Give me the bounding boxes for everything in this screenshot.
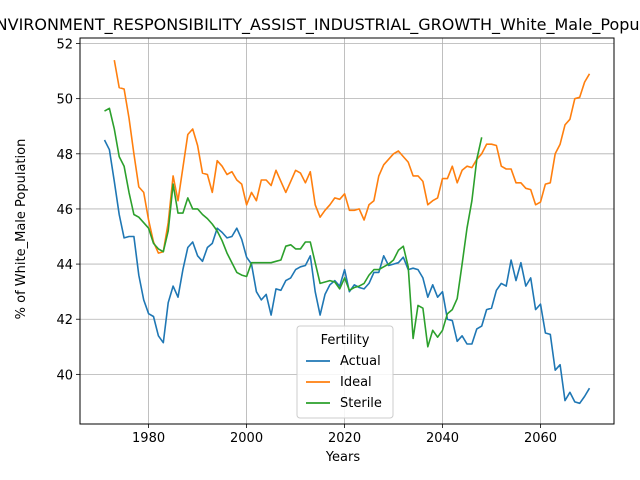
y-tick-label: 46 [56,203,73,218]
x-tick-label: 2000 [230,431,263,446]
y-tick-label: 44 [56,258,73,273]
series-line-actual [103,139,591,405]
x-tick-label: 2020 [328,431,361,446]
plot-area-frame [79,37,615,425]
y-tick-label: 40 [56,368,73,383]
legend-label-ideal: Ideal [340,375,372,390]
y-tick-label: 48 [56,148,73,163]
series-line-sterile [104,107,483,348]
legend-title: Fertility [321,333,370,348]
x-tick-label: 2060 [524,431,557,446]
x-tick-label: 2040 [426,431,459,446]
series-lines [103,59,591,405]
legend-label-actual: Actual [340,354,381,369]
x-axis-title: Years [325,450,361,465]
y-tick-label: 50 [56,93,73,108]
y-tick-label: 42 [56,313,73,328]
axis-ticks: 1980 2000 2020 2040 2060 40 42 44 46 48 50 52 [56,38,557,446]
legend-label-sterile: Sterile [340,396,382,411]
legend-box [296,325,394,419]
series-line-ideal [113,59,591,254]
y-tick-label: 52 [56,38,73,53]
legend: Fertility Actual Ideal Sterile [296,325,394,419]
y-axis-title: % of White_Male Population [14,139,29,320]
chart-title: ENVIRONMENT_RESPONSIBILITY_ASSIST_INDUST… [0,15,640,35]
x-tick-label: 1980 [132,431,165,446]
